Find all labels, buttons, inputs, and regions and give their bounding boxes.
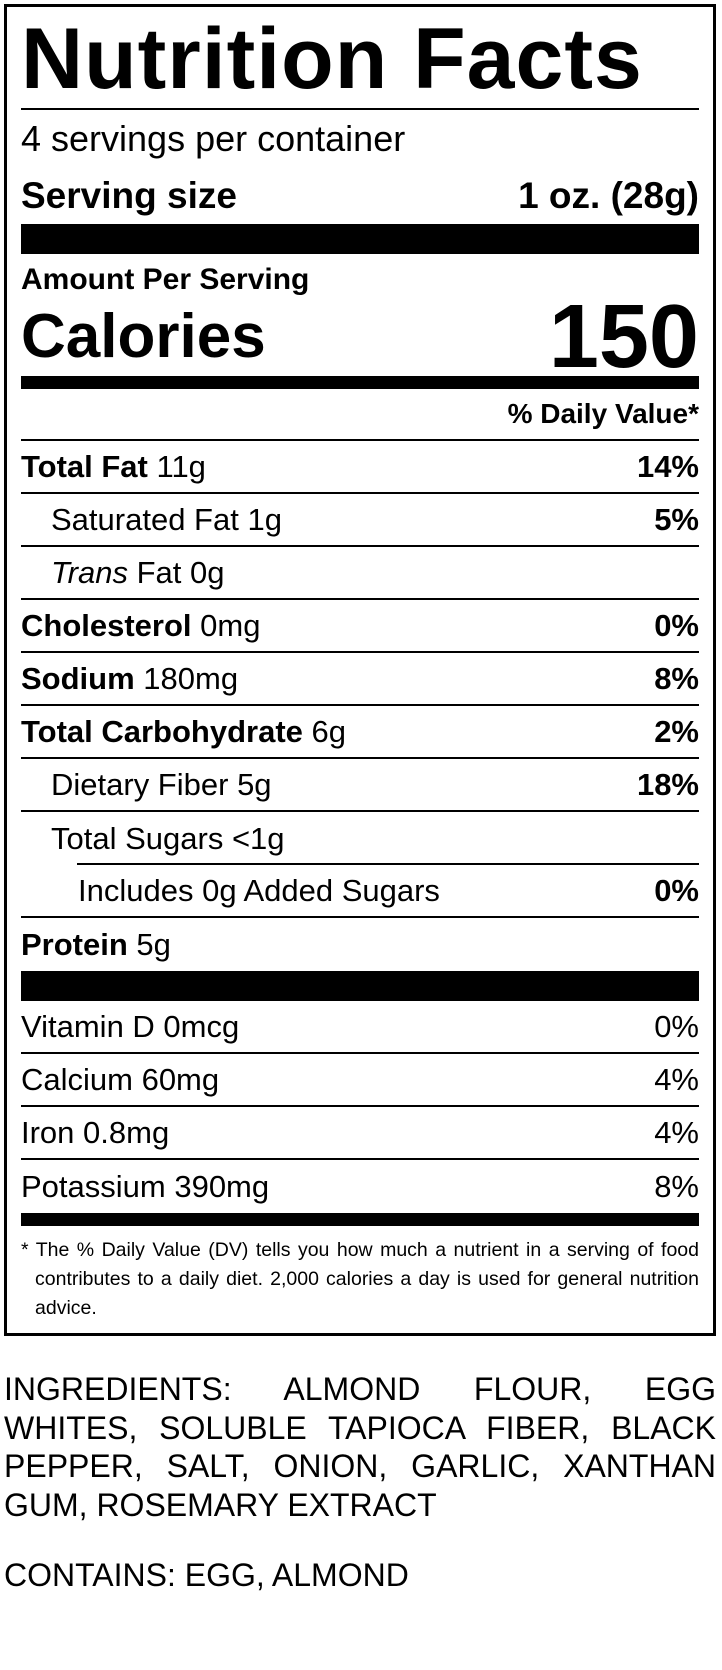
nutrient-amount: 180mg xyxy=(143,660,239,696)
vitamin-row: Potassium 390mg 8% xyxy=(21,1160,699,1213)
vitamin-name: Iron 0.8mg xyxy=(21,1114,170,1150)
nutrient-row: Total Carbohydrate 6g 2% xyxy=(21,706,699,759)
vitamin-name: Calcium 60mg xyxy=(21,1061,220,1097)
nutrient-dv: 14% xyxy=(636,448,699,484)
daily-value-header-text: % Daily Value* xyxy=(507,398,699,429)
vitamin-dv: 4% xyxy=(654,1114,699,1150)
nutrient-row: Trans Fat 0g xyxy=(21,547,699,600)
vitamin-dv: 4% xyxy=(654,1061,699,1097)
nutrient-dv: 0% xyxy=(654,872,699,908)
nutrient-name: Saturated Fat xyxy=(51,501,239,537)
nutrient-name: Dietary Fiber xyxy=(51,766,229,802)
nutrient-dv: 2% xyxy=(654,713,699,749)
vitamin-row: Calcium 60mg 4% xyxy=(21,1054,699,1107)
nutrient-name: Total Sugars xyxy=(51,820,224,856)
vitamin-name: Potassium 390mg xyxy=(21,1168,270,1204)
nutrient-row: Dietary Fiber 5g 18% xyxy=(21,759,699,812)
vitamin-row: Vitamin D 0mcg 0% xyxy=(21,1001,699,1054)
servings: 4 servings per container xyxy=(21,110,699,167)
nutrient-name: Cholesterol xyxy=(21,607,192,643)
nutrient-row: Protein 5g xyxy=(21,918,699,971)
nutrient-row: Total Fat 11g 14% xyxy=(21,441,699,494)
nutrient-name: Total Carbohydrate xyxy=(21,713,303,749)
contains: CONTAINS: EGG, ALMOND xyxy=(4,1557,409,1593)
nutrient-row: Cholesterol 0mg 0% xyxy=(21,600,699,653)
amount-per-serving: Amount Per Serving xyxy=(21,254,699,297)
serving-size: Serving size 1 oz. (28g) xyxy=(21,167,699,224)
footnote-text: The % Daily Value (DV) tells you how muc… xyxy=(35,1239,699,1319)
footnote: * The % Daily Value (DV) tells you how m… xyxy=(21,1226,699,1323)
divider xyxy=(21,971,699,1001)
nutrient-row: Includes 0g Added Sugars 0% xyxy=(21,865,699,918)
serving-size-value: 1 oz. (28g) xyxy=(518,174,699,216)
nutrient-amount: <1g xyxy=(231,820,285,856)
nutrient-amount: 5g xyxy=(136,926,171,962)
nutrient-dv: 18% xyxy=(636,766,699,802)
nutrient-name: Total Fat xyxy=(21,448,148,484)
daily-value-header: % Daily Value* xyxy=(21,389,699,441)
vitamin-dv: 0% xyxy=(654,1008,699,1044)
nutrient-amount: 0mg xyxy=(200,607,261,643)
nutrient-name: Protein xyxy=(21,926,128,962)
nutrient-row: Sodium 180mg 8% xyxy=(21,653,699,706)
nutrient-name: Sodium xyxy=(21,660,135,696)
calories: Calories 150 xyxy=(21,286,699,387)
nutrient-amount: 11g xyxy=(156,448,206,484)
calories-label: Calories xyxy=(21,302,266,371)
nutrient-amount: 1g xyxy=(247,501,282,537)
nutrition-label: Nutrition Facts 4 servings per container… xyxy=(4,4,716,1336)
vitamin-dv: 8% xyxy=(654,1168,699,1204)
servings-text: 4 servings per container xyxy=(21,117,406,159)
divider xyxy=(21,376,699,389)
nutrient-amount: 5g xyxy=(237,766,272,802)
vitamin-name: Vitamin D 0mcg xyxy=(21,1008,240,1044)
nutrient-amount: 6g xyxy=(311,713,347,749)
nutrient-dv: 5% xyxy=(654,501,699,537)
divider xyxy=(21,1213,699,1226)
footnote-mark: * xyxy=(21,1239,29,1261)
ingredients: INGREDIENTS: ALMOND FLOUR, EGG WHITES, S… xyxy=(4,1371,716,1523)
nutrient-dv: 0% xyxy=(654,607,699,643)
title: Nutrition Facts xyxy=(21,7,699,110)
vitamin-row: Iron 0.8mg 4% xyxy=(21,1107,699,1160)
nutrient-name: Includes 0g Added Sugars xyxy=(78,872,440,908)
amount-per-serving-text: Amount Per Serving xyxy=(21,263,310,296)
calories-value: 150 xyxy=(548,286,699,387)
nutrient-row: Total Sugars <1g xyxy=(21,812,699,865)
nutrient-dv: 8% xyxy=(654,660,699,696)
serving-size-label: Serving size xyxy=(21,174,237,216)
divider xyxy=(21,224,699,254)
nutrient-name: Trans xyxy=(51,554,128,590)
nutrient-row: Saturated Fat 1g 5% xyxy=(21,494,699,547)
nutrient-amount: Fat 0g xyxy=(136,554,225,590)
